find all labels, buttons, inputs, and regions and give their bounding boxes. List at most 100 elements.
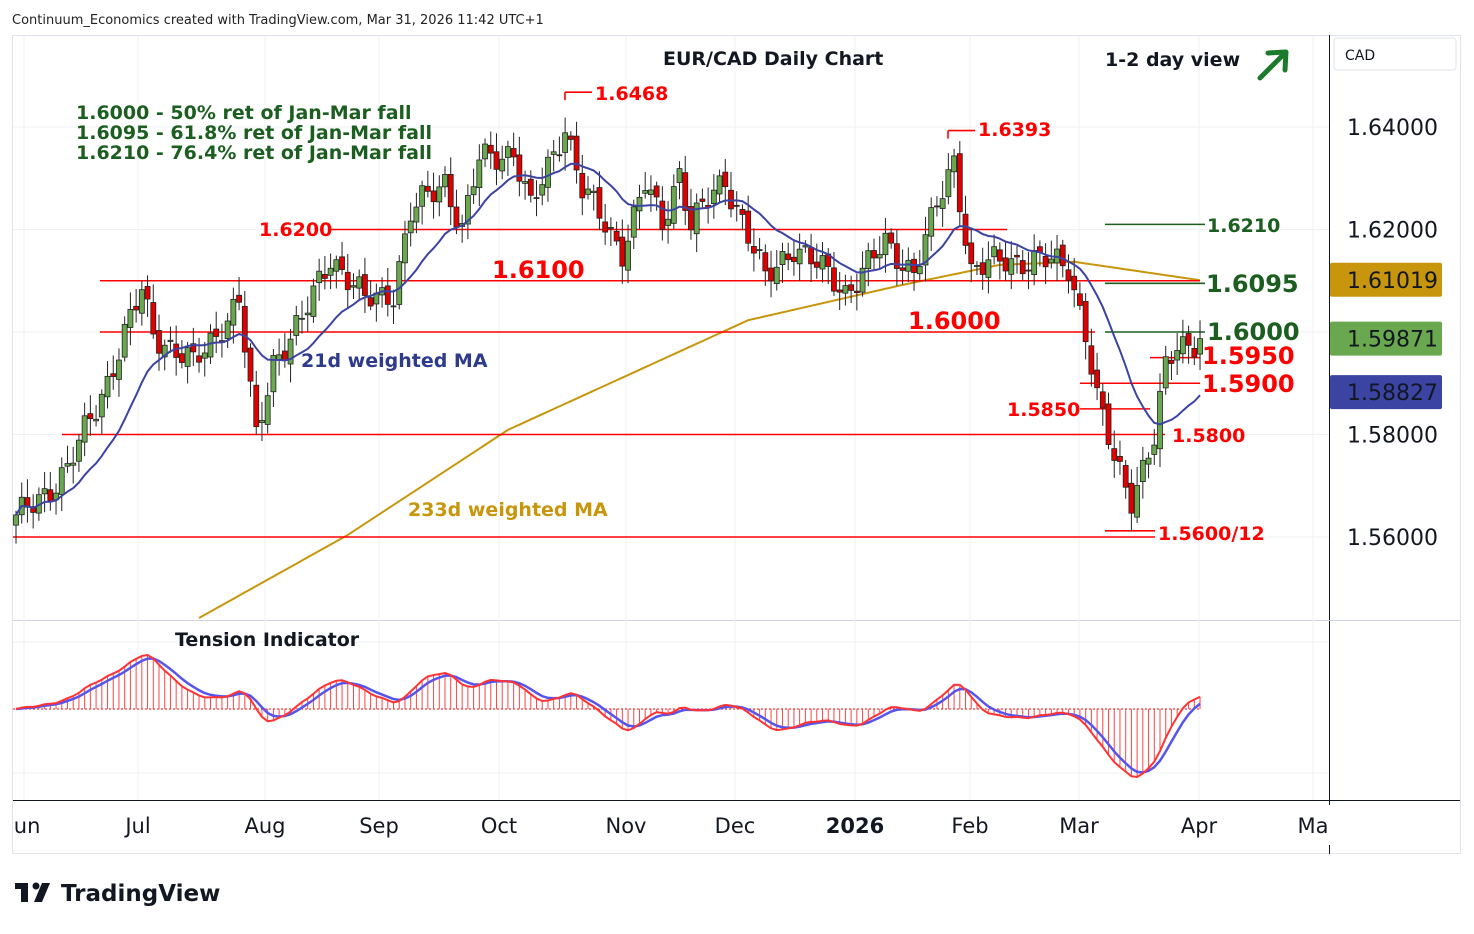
- candle[interactable]: [70, 446, 77, 484]
- candle[interactable]: [556, 136, 563, 162]
- candle[interactable]: [819, 241, 826, 283]
- candle[interactable]: [178, 340, 185, 369]
- candle[interactable]: [796, 233, 803, 281]
- candle[interactable]: [196, 337, 202, 373]
- candle[interactable]: [670, 174, 677, 230]
- candle[interactable]: [253, 370, 260, 436]
- candle[interactable]: [470, 168, 477, 204]
- candle[interactable]: [98, 389, 105, 435]
- candle[interactable]: [768, 250, 774, 298]
- candle[interactable]: [293, 305, 300, 346]
- candle[interactable]: [1008, 241, 1015, 290]
- candle[interactable]: [270, 348, 277, 408]
- candle[interactable]: [836, 271, 843, 311]
- currency-button[interactable]: CAD: [1333, 37, 1457, 71]
- candle[interactable]: [882, 218, 889, 273]
- candle[interactable]: [396, 255, 403, 310]
- candle[interactable]: [1197, 320, 1203, 371]
- candle[interactable]: [859, 251, 866, 297]
- candle[interactable]: [247, 343, 254, 397]
- candle[interactable]: [104, 361, 111, 409]
- candle[interactable]: [985, 241, 992, 294]
- candle[interactable]: [510, 132, 517, 167]
- candle[interactable]: [516, 136, 523, 197]
- candle[interactable]: [1048, 240, 1055, 269]
- candle[interactable]: [58, 457, 65, 512]
- candle[interactable]: [241, 291, 248, 369]
- candle[interactable]: [1042, 243, 1049, 284]
- candle[interactable]: [138, 280, 145, 326]
- candle[interactable]: [1157, 373, 1163, 468]
- candle[interactable]: [505, 140, 511, 176]
- candle[interactable]: [1014, 245, 1020, 274]
- candle[interactable]: [224, 312, 231, 349]
- candle[interactable]: [499, 145, 506, 180]
- candle[interactable]: [996, 242, 1003, 280]
- candle[interactable]: [321, 256, 328, 290]
- candle[interactable]: [659, 186, 666, 241]
- candle[interactable]: [64, 445, 71, 473]
- candle[interactable]: [127, 292, 134, 346]
- candle[interactable]: [682, 155, 689, 226]
- candle[interactable]: [1128, 469, 1135, 532]
- candle[interactable]: [464, 184, 471, 240]
- candle[interactable]: [327, 253, 334, 290]
- candle[interactable]: [710, 174, 717, 219]
- candle[interactable]: [413, 192, 420, 234]
- tradingview-logo[interactable]: TradingView: [15, 881, 220, 907]
- candle[interactable]: [41, 472, 48, 513]
- candle[interactable]: [791, 239, 797, 276]
- candle[interactable]: [739, 204, 746, 231]
- candle[interactable]: [167, 326, 174, 353]
- candle[interactable]: [888, 228, 895, 249]
- candle[interactable]: [1071, 258, 1078, 308]
- candle[interactable]: [402, 220, 408, 281]
- candle[interactable]: [785, 242, 792, 271]
- candle[interactable]: [1122, 460, 1129, 499]
- candle[interactable]: [539, 167, 546, 206]
- candle[interactable]: [447, 157, 454, 226]
- candle[interactable]: [1077, 282, 1083, 310]
- candle[interactable]: [865, 242, 872, 287]
- candle[interactable]: [693, 193, 700, 253]
- candle[interactable]: [264, 382, 271, 434]
- candle[interactable]: [350, 273, 357, 299]
- candle[interactable]: [339, 241, 345, 275]
- candle[interactable]: [482, 138, 488, 168]
- candle[interactable]: [979, 247, 986, 290]
- candle[interactable]: [1117, 440, 1123, 475]
- candle[interactable]: [956, 141, 963, 228]
- time-axis[interactable]: Jun Jul Aug Sep Oct Nov Dec 2026 Feb Mar Apr Ma: [0, 805, 1349, 845]
- candle[interactable]: [1094, 352, 1100, 401]
- candle[interactable]: [773, 249, 780, 291]
- candle[interactable]: [150, 284, 157, 339]
- candle[interactable]: [93, 405, 99, 427]
- candle[interactable]: [550, 139, 557, 172]
- candle[interactable]: [430, 172, 437, 219]
- candle[interactable]: [579, 154, 586, 216]
- candle[interactable]: [299, 300, 305, 334]
- candle[interactable]: [304, 296, 311, 332]
- candle[interactable]: [962, 195, 969, 255]
- candle[interactable]: [1025, 252, 1032, 290]
- candle[interactable]: [899, 249, 906, 285]
- candle[interactable]: [533, 180, 540, 217]
- candle[interactable]: [76, 433, 82, 473]
- candle[interactable]: [630, 199, 637, 250]
- candle[interactable]: [1151, 429, 1158, 465]
- candle[interactable]: [893, 229, 900, 286]
- candle[interactable]: [848, 275, 855, 304]
- candle[interactable]: [567, 131, 574, 151]
- candle[interactable]: [156, 314, 162, 371]
- candle[interactable]: [493, 133, 500, 186]
- candle[interactable]: [762, 244, 769, 286]
- candle[interactable]: [1145, 452, 1152, 479]
- candle[interactable]: [602, 204, 609, 245]
- candle[interactable]: [676, 161, 683, 200]
- candle[interactable]: [625, 224, 631, 284]
- candle[interactable]: [1002, 241, 1009, 281]
- candle[interactable]: [688, 188, 694, 240]
- candle[interactable]: [1082, 293, 1089, 360]
- candle[interactable]: [991, 234, 998, 265]
